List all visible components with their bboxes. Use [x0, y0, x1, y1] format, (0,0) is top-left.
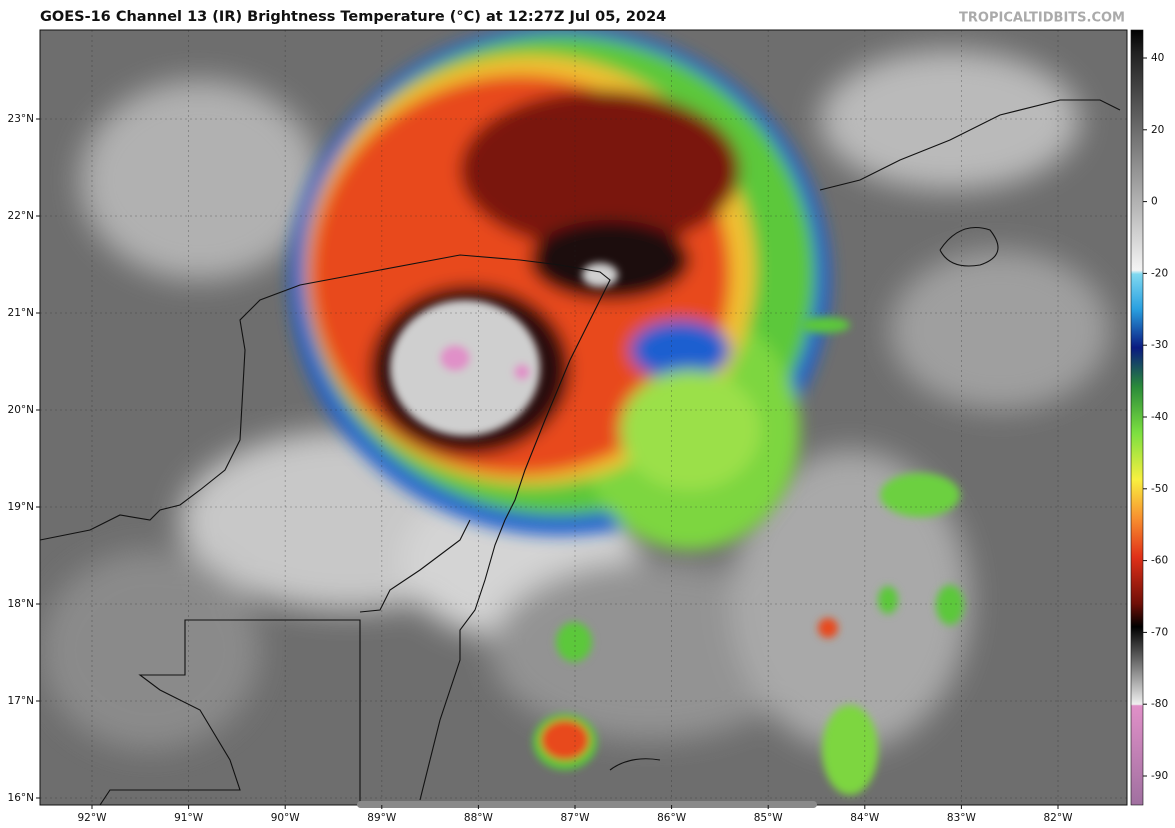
- colorbar: [1130, 29, 1144, 806]
- lat-label: 20°N: [8, 404, 34, 416]
- colorbar-label: 20: [1151, 124, 1164, 136]
- lon-label: 85°W: [754, 812, 784, 824]
- colorbar-label: -30: [1151, 339, 1168, 351]
- graticule: [40, 30, 1127, 805]
- lat-label: 16°N: [8, 792, 34, 804]
- lon-label: 87°W: [561, 812, 591, 824]
- lat-label: 19°N: [8, 501, 34, 513]
- colorbar-label: -60: [1151, 555, 1168, 567]
- colorbar-label: -50: [1151, 483, 1168, 495]
- title: GOES-16 Channel 13 (IR) Brightness Tempe…: [40, 9, 666, 25]
- lon-label: 83°W: [947, 812, 977, 824]
- lon-label: 88°W: [464, 812, 494, 824]
- colorbar-label: -80: [1151, 698, 1168, 710]
- satellite-image: [40, 30, 1127, 805]
- colorbar-label: -90: [1151, 770, 1168, 782]
- colorbar-label: 40: [1151, 52, 1164, 64]
- colorbar-label: -70: [1151, 626, 1168, 638]
- scrollbar[interactable]: [357, 801, 817, 808]
- lon-label: 92°W: [78, 812, 108, 824]
- lon-label: 91°W: [174, 812, 204, 824]
- lon-label: 82°W: [1044, 812, 1074, 824]
- colorbar-label: -20: [1151, 267, 1168, 279]
- lat-label: 18°N: [8, 598, 34, 610]
- coastlines: [40, 99, 1121, 805]
- colorbar-label: -40: [1151, 411, 1168, 423]
- lat-label: 22°N: [8, 210, 34, 222]
- lat-label: 21°N: [8, 307, 34, 319]
- lon-label: 90°W: [271, 812, 301, 824]
- lat-label: 23°N: [8, 113, 34, 125]
- source: TROPICALTIDBITS.COM: [959, 11, 1125, 26]
- colorbar-label: 0: [1151, 196, 1158, 208]
- lat-label: 17°N: [8, 695, 34, 707]
- lon-label: 86°W: [657, 812, 687, 824]
- lon-label: 84°W: [850, 812, 880, 824]
- lon-label: 89°W: [367, 812, 397, 824]
